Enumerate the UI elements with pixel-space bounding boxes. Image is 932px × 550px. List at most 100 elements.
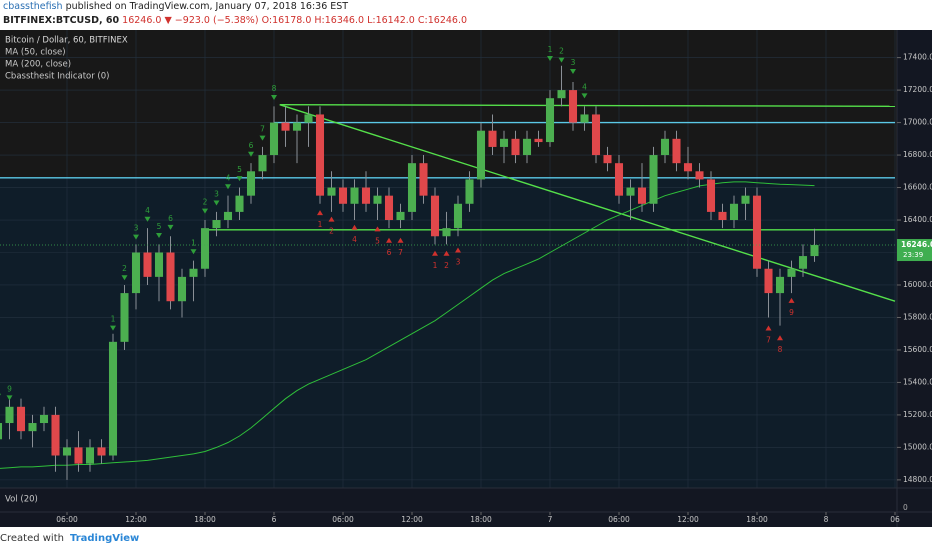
- candle-body: [0, 423, 3, 440]
- signal-marker: [225, 184, 231, 190]
- change: ▼ −923.0 (−5.38%): [164, 15, 259, 26]
- signal-label: 1: [433, 261, 438, 270]
- candle-body: [603, 155, 612, 164]
- candle-body: [626, 187, 635, 196]
- candle-body: [120, 293, 129, 342]
- signal-marker: [374, 226, 381, 232]
- candle-body: [361, 187, 371, 204]
- signal-label: 6: [249, 141, 254, 150]
- candle-body: [350, 187, 359, 204]
- y-tick-label: 15200.00: [903, 410, 932, 419]
- trend-line: [279, 104, 896, 302]
- signal-label: 2: [203, 198, 208, 207]
- legend-entry: Cbassthesit Indicator (0): [5, 72, 109, 82]
- candle-body: [787, 268, 796, 277]
- signal-marker: [190, 249, 197, 255]
- candle-body: [718, 211, 727, 221]
- candle-body: [672, 138, 681, 164]
- signal-label: 5: [237, 165, 242, 174]
- signal-label: 7: [260, 125, 265, 134]
- signal-label: 2: [329, 227, 334, 236]
- x-tick-label: 12:00: [401, 515, 423, 524]
- signal-marker: [397, 237, 404, 243]
- candle-body: [430, 195, 440, 237]
- close: C:16246.0: [417, 15, 468, 26]
- candle-body: [39, 414, 49, 424]
- signal-marker: [386, 237, 392, 243]
- x-tick-label: 06:00: [56, 515, 78, 524]
- candle-body: [810, 245, 819, 257]
- chart: 89123456123456781234124567123789 Bitcoin…: [0, 30, 932, 527]
- chart-title: Bitcoin / Dollar, 60, BITFINEX: [5, 36, 128, 46]
- candle-body: [292, 122, 302, 131]
- y-tick-label: 16000.00: [903, 280, 932, 289]
- candle-body: [327, 187, 336, 196]
- upper-shade: [0, 30, 897, 178]
- candle-body: [166, 252, 175, 302]
- candle-body: [28, 423, 37, 432]
- candle-body: [580, 114, 589, 123]
- y-tick-label: 15600.00: [903, 345, 932, 354]
- signal-marker: [570, 68, 576, 74]
- x-tick-label: 8: [824, 515, 829, 524]
- candle-body: [442, 228, 451, 237]
- candle-body: [108, 341, 118, 456]
- candle-body: [235, 195, 244, 212]
- y-tick-label: 15400.00: [903, 377, 932, 386]
- brand[interactable]: TradingView: [69, 533, 140, 544]
- plot: 89123456123456781234124567123789: [0, 30, 897, 488]
- candle-body: [775, 276, 785, 294]
- open: O:16178.0: [261, 15, 312, 26]
- signal-marker: [317, 210, 323, 216]
- candle-body: [143, 252, 152, 277]
- y-tick-label: 16600.00: [903, 183, 932, 192]
- y-tick-label: 15000.00: [903, 442, 932, 451]
- signal-label: 4: [582, 82, 587, 91]
- author[interactable]: cbassthefish: [3, 1, 63, 12]
- signal-marker: [156, 233, 162, 239]
- candle-body: [177, 276, 187, 302]
- last: 16246.0: [122, 15, 162, 26]
- candle-body: [51, 414, 60, 456]
- signal-label: 4: [226, 173, 231, 182]
- candle-body: [258, 155, 267, 172]
- footer: Created with TradingView: [0, 528, 932, 550]
- candle-body: [407, 163, 417, 212]
- y-tick-label: 14800.00: [903, 475, 932, 484]
- candle-body: [499, 138, 509, 147]
- signal-marker: [432, 250, 438, 256]
- last-price-label: 16246.0: [901, 240, 932, 249]
- candle-body: [384, 195, 394, 221]
- countdown-label: 23:39: [903, 251, 923, 259]
- candle-body: [522, 138, 532, 156]
- signal-label: 3: [456, 258, 461, 267]
- candle-body: [614, 163, 624, 196]
- candle-body: [545, 98, 555, 143]
- signal-label: 2: [122, 264, 127, 273]
- signal-label: 1: [548, 45, 553, 54]
- signal-marker: [236, 176, 243, 182]
- high: H:16346.0: [314, 15, 365, 26]
- signal-marker: [765, 325, 772, 331]
- signal-marker: [581, 93, 588, 99]
- legend-entry: MA (50, close): [5, 48, 66, 58]
- signal-marker: [0, 393, 1, 396]
- signal-label: 3: [134, 224, 139, 233]
- candle-body: [534, 138, 543, 143]
- signal-marker: [133, 234, 139, 240]
- candle-body: [453, 203, 463, 229]
- y-tick-label: 16800.00: [903, 150, 932, 159]
- signal-marker: [202, 208, 208, 214]
- candle-body: [281, 122, 290, 131]
- candle-body: [338, 187, 348, 204]
- candle-body: [419, 163, 428, 196]
- trend-line: [279, 104, 896, 108]
- candle-body: [511, 138, 520, 156]
- signal-label: 8: [0, 383, 1, 392]
- candle-body: [591, 114, 601, 156]
- signal-label: 3: [571, 58, 576, 67]
- volume-axis-label: 0: [903, 503, 908, 512]
- signal-label: 2: [444, 261, 449, 270]
- signal-marker: [6, 395, 13, 401]
- volume-label: Vol (20): [5, 495, 38, 505]
